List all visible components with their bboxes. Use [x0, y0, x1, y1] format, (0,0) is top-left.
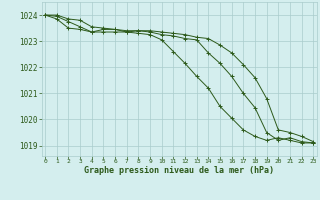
X-axis label: Graphe pression niveau de la mer (hPa): Graphe pression niveau de la mer (hPa) [84, 166, 274, 175]
